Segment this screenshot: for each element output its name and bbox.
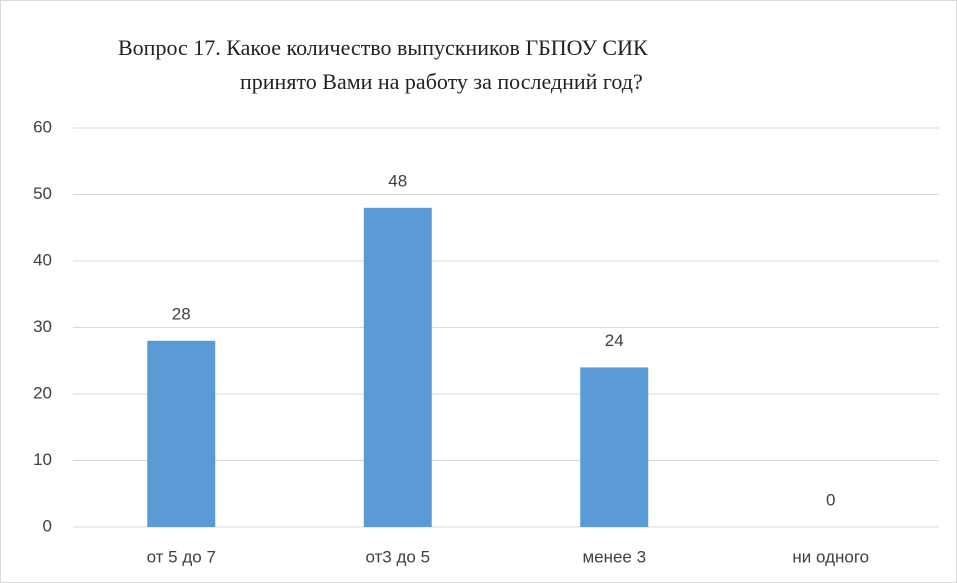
y-tick-label: 30 [33, 317, 52, 336]
data-label: 28 [172, 304, 191, 323]
y-tick-label: 50 [33, 184, 52, 203]
y-tick-label: 60 [33, 117, 52, 136]
bar [580, 367, 649, 527]
data-label: 24 [605, 331, 624, 350]
x-tick-label: от3 до 5 [365, 547, 430, 566]
x-tick-label: от 5 до 7 [147, 547, 216, 566]
x-tick-label: ни одного [792, 547, 869, 566]
data-label: 0 [826, 490, 835, 509]
chart-title: Вопрос 17. Какое количество выпускников … [118, 35, 648, 60]
data-label: 48 [388, 171, 407, 190]
y-tick-label: 10 [33, 450, 52, 469]
x-tick-label: менее 3 [582, 547, 646, 566]
chart-title: принято Вами на работу за последний год? [240, 69, 643, 94]
y-tick-label: 20 [33, 383, 52, 402]
bar [363, 207, 432, 528]
bar [147, 340, 216, 527]
y-tick-label: 40 [33, 250, 52, 269]
y-tick-label: 0 [43, 516, 52, 535]
